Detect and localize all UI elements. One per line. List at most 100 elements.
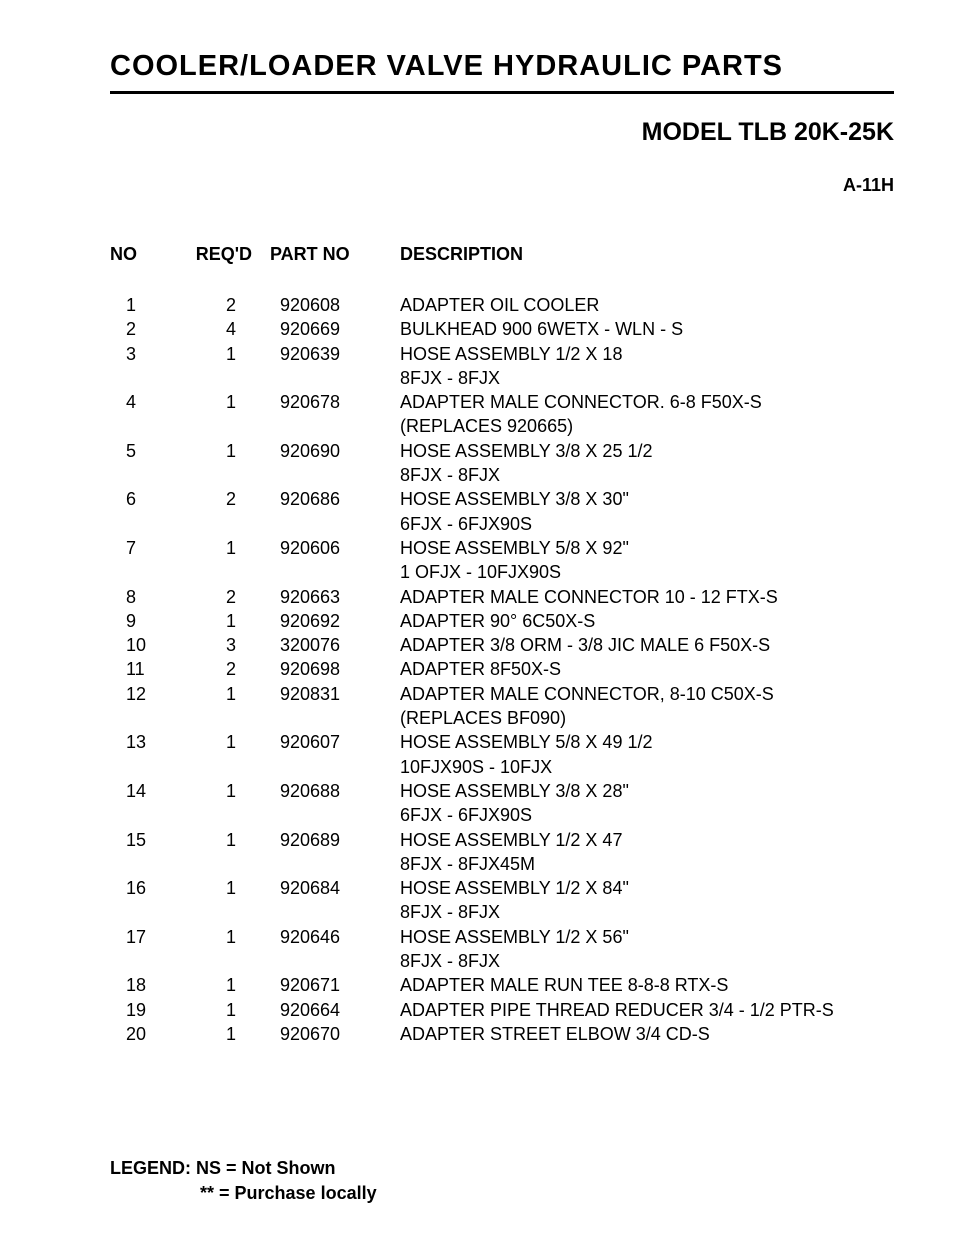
table-row: 1 OFJX - 10FJX90S xyxy=(110,560,894,584)
cell-no: 5 xyxy=(110,439,190,463)
cell-partno: 920664 xyxy=(270,998,400,1022)
header-reqd: REQ'D xyxy=(190,244,270,265)
table-row: 8FJX - 8FJX45M xyxy=(110,852,894,876)
table-row: 41920678ADAPTER MALE CONNECTOR. 6-8 F50X… xyxy=(110,390,894,414)
cell-partno: 920639 xyxy=(270,342,400,366)
cell-no: 12 xyxy=(110,682,190,706)
cell-description: 6FJX - 6FJX90S xyxy=(400,512,894,536)
cell-description: 8FJX - 8FJX xyxy=(400,463,894,487)
cell-description: ADAPTER PIPE THREAD REDUCER 3/4 - 1/2 PT… xyxy=(400,998,894,1022)
cell-reqd: 1 xyxy=(190,779,270,803)
cell-partno: 920688 xyxy=(270,779,400,803)
cell-no: 2 xyxy=(110,317,190,341)
cell-partno: 920678 xyxy=(270,390,400,414)
page-title: COOLER/LOADER VALVE HYDRAULIC PARTS xyxy=(110,50,894,94)
cell-partno: 320076 xyxy=(270,633,400,657)
cell-no: 17 xyxy=(110,925,190,949)
cell-partno: 920606 xyxy=(270,536,400,560)
cell-description: (REPLACES 920665) xyxy=(400,414,894,438)
table-row: 8FJX - 8FJX xyxy=(110,949,894,973)
cell-partno: 920607 xyxy=(270,730,400,754)
cell-no: 18 xyxy=(110,973,190,997)
cell-partno: 920669 xyxy=(270,317,400,341)
table-row: 62920686HOSE ASSEMBLY 3/8 X 30" xyxy=(110,487,894,511)
table-row: 103320076ADAPTER 3/8 ORM - 3/8 JIC MALE … xyxy=(110,633,894,657)
cell-description: 10FJX90S - 10FJX xyxy=(400,755,894,779)
table-row: (REPLACES 920665) xyxy=(110,414,894,438)
cell-partno: 920690 xyxy=(270,439,400,463)
cell-description: HOSE ASSEMBLY 1/2 X 18 xyxy=(400,342,894,366)
cell-reqd: 1 xyxy=(190,998,270,1022)
cell-description: ADAPTER 8F50X-S xyxy=(400,657,894,681)
legend-line1: LEGEND: NS = Not Shown xyxy=(110,1156,894,1181)
cell-description: ADAPTER MALE RUN TEE 8-8-8 RTX-S xyxy=(400,973,894,997)
cell-description: ADAPTER MALE CONNECTOR, 8-10 C50X-S xyxy=(400,682,894,706)
cell-description: HOSE ASSEMBLY 5/8 X 49 1/2 xyxy=(400,730,894,754)
cell-partno: 920670 xyxy=(270,1022,400,1046)
cell-description: ADAPTER MALE CONNECTOR 10 - 12 FTX-S xyxy=(400,585,894,609)
cell-description: ADAPTER 90° 6C50X-S xyxy=(400,609,894,633)
table-row: 131920607HOSE ASSEMBLY 5/8 X 49 1/2 xyxy=(110,730,894,754)
cell-no: 9 xyxy=(110,609,190,633)
table-row: (REPLACES BF090) xyxy=(110,706,894,730)
cell-partno: 920686 xyxy=(270,487,400,511)
cell-description: HOSE ASSEMBLY 3/8 X 25 1/2 xyxy=(400,439,894,463)
cell-description: ADAPTER MALE CONNECTOR. 6-8 F50X-S xyxy=(400,390,894,414)
table-header: NO REQ'D PART NO DESCRIPTION xyxy=(110,244,894,265)
cell-partno: 920692 xyxy=(270,609,400,633)
table-row: 112920698ADAPTER 8F50X-S xyxy=(110,657,894,681)
table-row: 51920690HOSE ASSEMBLY 3/8 X 25 1/2 xyxy=(110,439,894,463)
cell-partno: 920663 xyxy=(270,585,400,609)
cell-description: 8FJX - 8FJX xyxy=(400,366,894,390)
cell-no: 6 xyxy=(110,487,190,511)
table-row: 91920692ADAPTER 90° 6C50X-S xyxy=(110,609,894,633)
cell-reqd: 2 xyxy=(190,487,270,511)
cell-no: 8 xyxy=(110,585,190,609)
table-row: 121920831ADAPTER MALE CONNECTOR, 8-10 C5… xyxy=(110,682,894,706)
header-no: NO xyxy=(110,244,190,265)
table-row: 8FJX - 8FJX xyxy=(110,366,894,390)
cell-description: 6FJX - 6FJX90S xyxy=(400,803,894,827)
cell-reqd: 1 xyxy=(190,682,270,706)
cell-reqd: 1 xyxy=(190,925,270,949)
cell-description: ADAPTER OIL COOLER xyxy=(400,293,894,317)
cell-description: HOSE ASSEMBLY 5/8 X 92" xyxy=(400,536,894,560)
cell-description: 8FJX - 8FJX xyxy=(400,900,894,924)
table-row: 10FJX90S - 10FJX xyxy=(110,755,894,779)
table-row: 171920646HOSE ASSEMBLY 1/2 X 56" xyxy=(110,925,894,949)
cell-no: 1 xyxy=(110,293,190,317)
cell-reqd: 2 xyxy=(190,293,270,317)
cell-description: HOSE ASSEMBLY 3/8 X 30" xyxy=(400,487,894,511)
cell-description: HOSE ASSEMBLY 1/2 X 47 xyxy=(400,828,894,852)
cell-no: 14 xyxy=(110,779,190,803)
table-row: 191920664ADAPTER PIPE THREAD REDUCER 3/4… xyxy=(110,998,894,1022)
cell-no: 13 xyxy=(110,730,190,754)
cell-description: BULKHEAD 900 6WETX - WLN - S xyxy=(400,317,894,341)
cell-reqd: 1 xyxy=(190,973,270,997)
cell-description: (REPLACES BF090) xyxy=(400,706,894,730)
cell-reqd: 1 xyxy=(190,439,270,463)
cell-no: 7 xyxy=(110,536,190,560)
table-row: 201920670ADAPTER STREET ELBOW 3/4 CD-S xyxy=(110,1022,894,1046)
table-row: 181920671ADAPTER MALE RUN TEE 8-8-8 RTX-… xyxy=(110,973,894,997)
cell-no: 3 xyxy=(110,342,190,366)
cell-reqd: 1 xyxy=(190,828,270,852)
table-row: 6FJX - 6FJX90S xyxy=(110,512,894,536)
table-row: 8FJX - 8FJX xyxy=(110,900,894,924)
cell-description: HOSE ASSEMBLY 3/8 X 28" xyxy=(400,779,894,803)
cell-reqd: 1 xyxy=(190,390,270,414)
table-row: 24920669BULKHEAD 900 6WETX - WLN - S xyxy=(110,317,894,341)
cell-description: 8FJX - 8FJX xyxy=(400,949,894,973)
cell-no: 10 xyxy=(110,633,190,657)
cell-partno: 920608 xyxy=(270,293,400,317)
cell-reqd: 4 xyxy=(190,317,270,341)
table-row: 8FJX - 8FJX xyxy=(110,463,894,487)
cell-reqd: 3 xyxy=(190,633,270,657)
header-partno: PART NO xyxy=(270,244,400,265)
cell-no: 16 xyxy=(110,876,190,900)
table-row: 82920663ADAPTER MALE CONNECTOR 10 - 12 F… xyxy=(110,585,894,609)
cell-partno: 920831 xyxy=(270,682,400,706)
cell-description: ADAPTER 3/8 ORM - 3/8 JIC MALE 6 F50X-S xyxy=(400,633,894,657)
legend-line2: ** = Purchase locally xyxy=(110,1181,894,1206)
cell-description: ADAPTER STREET ELBOW 3/4 CD-S xyxy=(400,1022,894,1046)
